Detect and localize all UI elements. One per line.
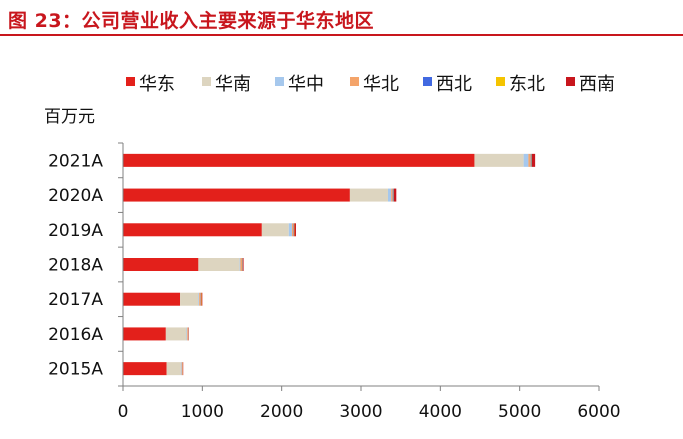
- legend-swatch-2: [202, 77, 211, 86]
- bar-2017a-series-4: [199, 292, 201, 306]
- bar-2015a-series-3: [180, 362, 182, 376]
- bar-2021a-series-5: [530, 153, 532, 167]
- bar-2016a-series-4: [187, 327, 189, 341]
- legend-swatch-6: [496, 77, 505, 86]
- x-tick-label-5000: 5000: [498, 402, 541, 422]
- bar-2021a-series-2: [474, 153, 524, 167]
- bar-2021a-series-4: [528, 153, 531, 167]
- y-tick-label-2020a: 2020A: [48, 186, 103, 206]
- x-tick-label-4000: 4000: [419, 402, 462, 422]
- bar-2019a-series-2: [261, 223, 289, 237]
- legend-label-2: 华南: [215, 74, 251, 95]
- y-tick-label-2019a: 2019A: [48, 221, 103, 241]
- bar-2020a-series-2: [349, 188, 388, 202]
- bar-2019a-series-4: [291, 223, 294, 237]
- bar-2015a-series-4: [181, 362, 183, 376]
- y-tick-label-2021a: 2021A: [48, 151, 103, 171]
- title-rule: [0, 34, 683, 36]
- bar-2015a-series-1: [123, 362, 167, 376]
- bar-2016a-series-3: [186, 327, 188, 341]
- legend-swatch-5: [423, 77, 432, 86]
- x-tick-label-2000: 2000: [260, 402, 303, 422]
- y-tick-label-2018a: 2018A: [48, 256, 103, 276]
- bar-2019a-series-1: [123, 223, 262, 237]
- y-tick-label-2015a: 2015A: [48, 360, 103, 380]
- bar-2019a-series-7: [294, 223, 296, 237]
- bar-2016a-series-2: [165, 327, 187, 341]
- bar-2017a-series-3: [198, 292, 200, 306]
- bar-2021a-series-3: [523, 153, 529, 167]
- figure-title: 图 23：公司营业收入主要来源于华东地区: [8, 10, 375, 32]
- bar-2018a-series-1: [123, 258, 199, 271]
- legend-swatch-1: [126, 77, 135, 86]
- x-tick-label-1000: 1000: [181, 402, 224, 422]
- legend-swatch-3: [275, 77, 284, 86]
- bar-2018a-series-2: [198, 258, 240, 271]
- bar-2021a-series-1: [123, 153, 475, 167]
- legend-label-6: 东北: [509, 74, 545, 95]
- bar-2017a-series-2: [180, 292, 199, 306]
- bar-2020a-series-7: [393, 188, 397, 202]
- legend-swatch-7: [566, 77, 575, 86]
- legend-label-5: 西北: [436, 74, 472, 95]
- bar-2016a-series-1: [123, 327, 166, 341]
- bar-2018a-series-3: [239, 258, 241, 271]
- x-tick-label-6000: 6000: [577, 402, 620, 422]
- legend-label-4: 华北: [363, 74, 399, 95]
- y-tick-label-2017a: 2017A: [48, 290, 103, 310]
- unit-label: 百万元: [44, 107, 95, 127]
- axes-group: 2021A 2020A 2019A 2018A 2017A 2016A 2015A 0 1000…: [48, 142, 621, 422]
- chart-legend: 华东 华南 华中 华北 西北 东北 西南: [126, 74, 615, 95]
- bar-2020a-series-1: [123, 188, 350, 202]
- bar-2017a-series-7: [201, 292, 203, 306]
- legend-label-7: 西南: [579, 74, 615, 95]
- y-tick-label-2016a: 2016A: [48, 325, 103, 345]
- x-tick-label-0: 0: [118, 402, 129, 422]
- bar-2018a-series-4: [240, 258, 242, 271]
- bar-2020a-series-4: [391, 188, 393, 202]
- bar-2015a-series-2: [166, 362, 181, 376]
- bar-2021a-series-7: [531, 153, 536, 167]
- bar-2020a-series-3: [387, 188, 392, 202]
- legend-swatch-4: [350, 77, 359, 86]
- legend-label-3: 华中: [288, 74, 324, 95]
- bar-2020a-series-5: [392, 188, 394, 202]
- bars-group: [123, 153, 536, 376]
- bar-2018a-series-7: [242, 258, 244, 271]
- bar-2019a-series-3: [288, 223, 292, 237]
- legend-label-1: 华东: [139, 74, 175, 95]
- bar-2017a-series-1: [123, 292, 181, 306]
- x-tick-label-3000: 3000: [339, 402, 382, 422]
